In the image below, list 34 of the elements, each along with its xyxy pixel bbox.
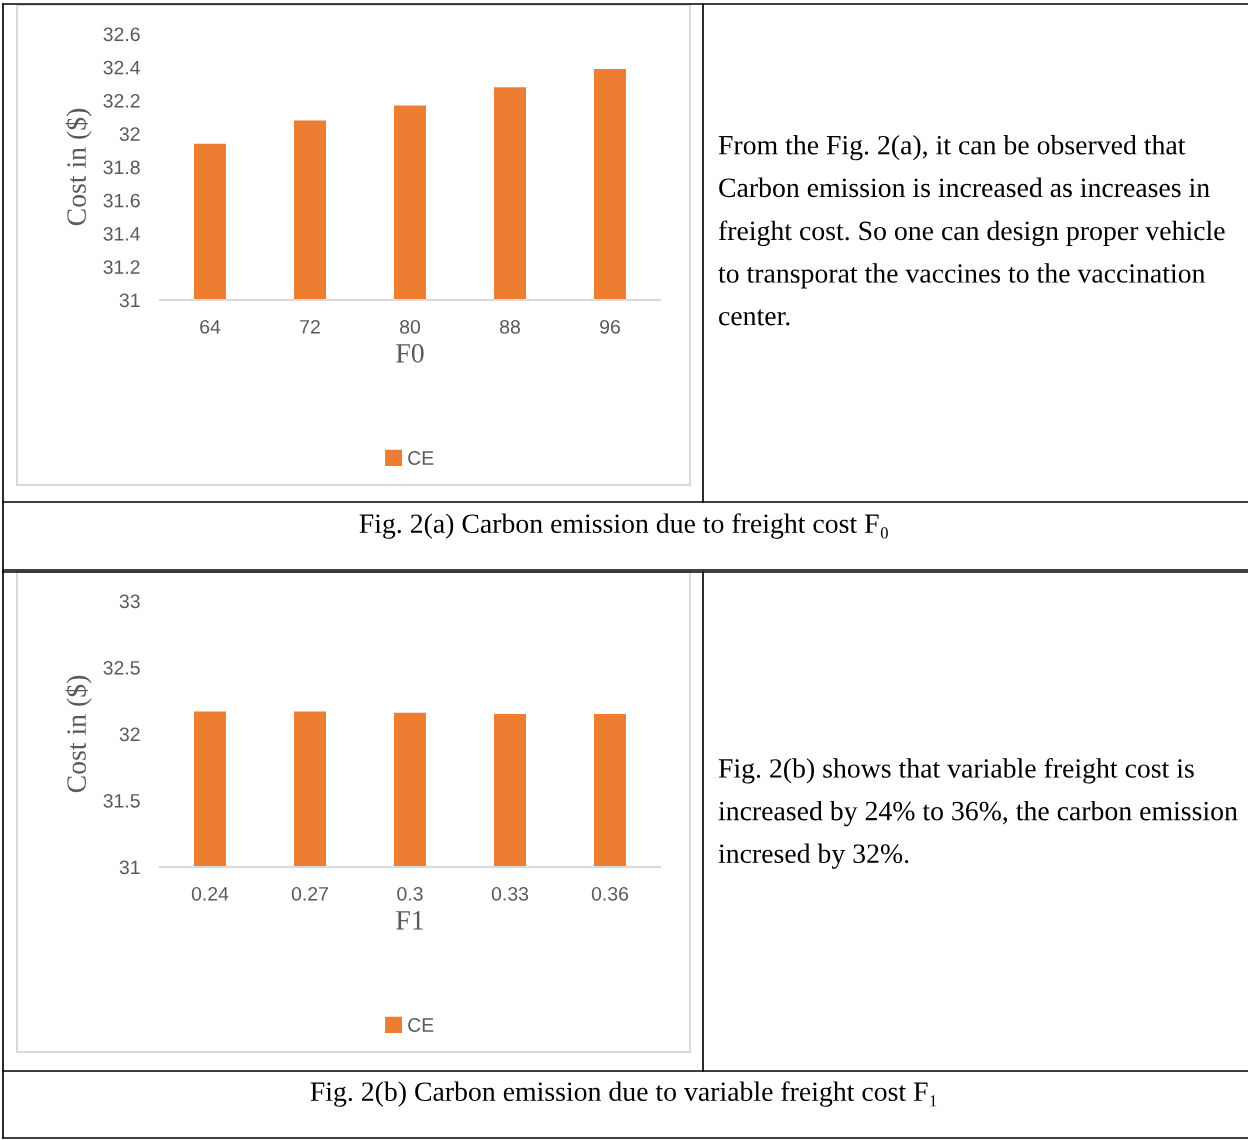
y-tick-label: 32.4 xyxy=(103,60,140,75)
text: Fig. 2(b) Carbon emission due to variable freight cost F₁ xyxy=(310,1081,937,1107)
y-tick-label: 31.8 xyxy=(103,160,140,175)
y-tick-label: 31 xyxy=(119,293,140,308)
x-tick-label: 88 xyxy=(500,319,520,334)
legend-label: CE xyxy=(408,451,434,465)
x-tick-label: 0.36 xyxy=(591,886,629,901)
y-tick-label: 32 xyxy=(119,127,140,141)
y-tick-label: 31.2 xyxy=(103,260,140,274)
y-tick-label: 32.6 xyxy=(103,27,140,42)
x-tick-label: 64 xyxy=(200,319,221,334)
y-tick-label: 32.5 xyxy=(103,660,140,675)
text: From the Fig. 2(a), it can be observed that Carbon emission is increased as increases in freight cost. So one can design proper vehicle to transporat the vaccines to the vaccination center. xyxy=(718,135,1225,326)
x-axis-title: F0 xyxy=(396,343,424,363)
y-axis-title: Cost in ($) xyxy=(65,108,92,226)
x-tick-label: 96 xyxy=(600,319,620,334)
caption: Fig. 2(b) shows that variable freight cost is increased by 24% to 36%, the carbon emission incresed by 32%. xyxy=(718,758,1238,869)
x-tick-label: 0.3 xyxy=(397,886,423,901)
x-tick-label: 80 xyxy=(400,319,421,334)
x-tick-label: 0.27 xyxy=(291,886,328,901)
x-axis-title: F1 xyxy=(396,911,423,930)
y-tick-label: 33 xyxy=(119,594,140,609)
y-tick-label: 31.5 xyxy=(103,793,140,808)
y-axis-title: Cost in ($) xyxy=(65,675,92,793)
y-tick-label: 32 xyxy=(119,727,140,742)
y-tick-label: 32.2 xyxy=(103,93,140,108)
y-tick-label: 31.6 xyxy=(103,193,140,208)
x-tick-label: 72 xyxy=(300,319,320,334)
x-tick-label: 0.33 xyxy=(491,886,529,901)
x-tick-label: 0.24 xyxy=(191,886,229,901)
y-tick-label: 31.4 xyxy=(103,226,140,241)
y-tick-label: 31 xyxy=(119,860,140,875)
legend-label: CE xyxy=(408,1018,434,1032)
text: Fig. 2(a) Carbon emission due to freight cost F₀ xyxy=(359,513,888,539)
